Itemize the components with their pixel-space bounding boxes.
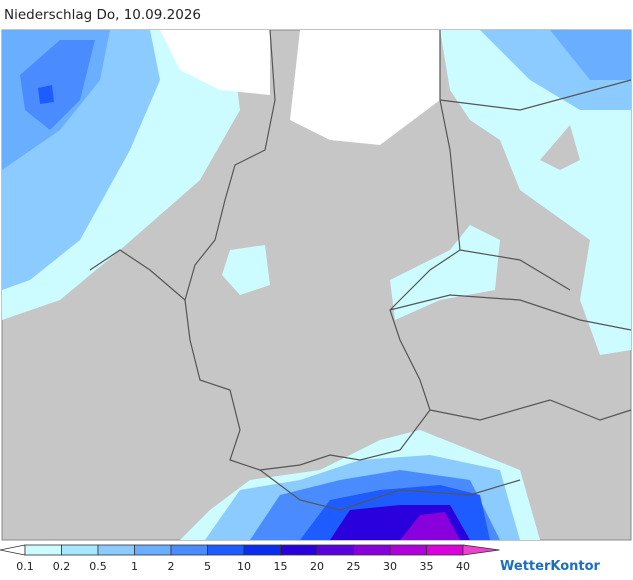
legend-swatch bbox=[170, 544, 208, 556]
legend-swatch bbox=[353, 544, 391, 556]
legend-label: 25 bbox=[347, 560, 361, 573]
legend-swatch bbox=[426, 544, 464, 556]
legend-swatch bbox=[97, 544, 135, 556]
legend-label: 2 bbox=[168, 560, 175, 573]
precip-area bbox=[400, 512, 460, 540]
map bbox=[1, 29, 632, 541]
map-title: Niederschlag Do, 10.09.2026 bbox=[4, 7, 201, 23]
legend-label: 30 bbox=[383, 560, 397, 573]
borders bbox=[89, 29, 632, 511]
dry-area bbox=[160, 30, 270, 95]
legend-swatch bbox=[61, 544, 99, 556]
legend-swatch bbox=[280, 544, 318, 556]
sea bbox=[290, 30, 440, 145]
legend-swatch bbox=[207, 544, 245, 556]
legend-label: 20 bbox=[310, 560, 324, 573]
precip-area bbox=[38, 85, 54, 104]
brand-logo: WetterKontor bbox=[500, 559, 601, 574]
legend-label: 0.2 bbox=[53, 560, 71, 573]
legend-swatch bbox=[462, 544, 500, 556]
legend-swatch bbox=[134, 544, 172, 556]
precip-area bbox=[20, 40, 95, 130]
legend-swatch bbox=[243, 544, 281, 556]
legend-label: 5 bbox=[204, 560, 211, 573]
precip-area bbox=[222, 245, 270, 295]
legend-label: 1 bbox=[131, 560, 138, 573]
legend-swatch bbox=[316, 544, 354, 556]
legend-swatch bbox=[0, 544, 26, 556]
legend-label: 35 bbox=[420, 560, 434, 573]
land bbox=[540, 125, 580, 170]
precip-area bbox=[390, 225, 500, 320]
legend-swatch bbox=[24, 544, 62, 556]
precip-area bbox=[550, 30, 631, 80]
legend-swatch bbox=[389, 544, 427, 556]
legend: 0.1 0.2 0.5 1 2 5 10 15 20 25 30 35 40 bbox=[0, 544, 500, 573]
legend-label: 0.1 bbox=[16, 560, 34, 573]
legend-label: 15 bbox=[274, 560, 288, 573]
legend-label: 40 bbox=[456, 560, 470, 573]
legend-label: 10 bbox=[237, 560, 251, 573]
precip-area bbox=[440, 30, 631, 355]
legend-label: 0.5 bbox=[89, 560, 107, 573]
